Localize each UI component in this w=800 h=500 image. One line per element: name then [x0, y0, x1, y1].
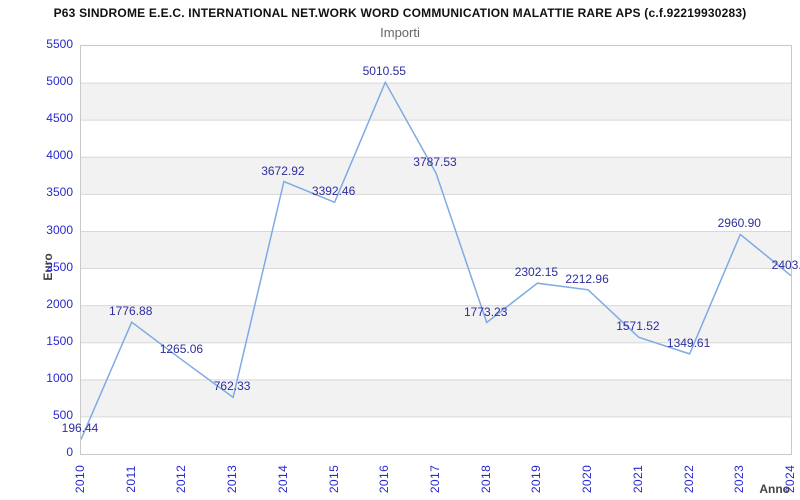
data-point-label: 1571.52 — [616, 319, 660, 334]
data-point-label: 3787.53 — [413, 155, 457, 169]
x-tick-label: 2014 — [275, 464, 290, 494]
y-tick-label: 5000 — [46, 74, 73, 89]
plot-band — [81, 83, 791, 121]
y-tick-label: 2000 — [46, 296, 73, 311]
x-tick-label: 2019 — [529, 464, 544, 494]
data-point-label: 3392.46 — [311, 184, 356, 199]
y-tick-label: 1000 — [46, 370, 73, 385]
y-tick-label: 4000 — [46, 148, 73, 163]
x-axis-title: Anno — [759, 482, 790, 496]
x-tick-label: 2018 — [478, 464, 493, 494]
chart-title: P63 SINDROME E.E.C. INTERNATIONAL NET.WO… — [53, 6, 747, 20]
data-point-label: 2960.90 — [717, 216, 761, 231]
plot-band — [81, 231, 791, 269]
y-tick-label: 4500 — [46, 111, 73, 126]
x-tick-label: 2012 — [174, 464, 189, 494]
y-tick-label: 1500 — [46, 333, 73, 348]
y-tick-label: 3500 — [46, 185, 73, 200]
data-point-label: 2302.15 — [514, 265, 559, 280]
data-point-label: 1776.88 — [108, 304, 153, 319]
x-tick-label: 2023 — [732, 464, 747, 494]
y-tick-label: 500 — [52, 407, 73, 422]
plot-band — [81, 305, 791, 343]
x-tick-label: 2024 — [783, 464, 797, 494]
y-tick-label: 0 — [66, 445, 73, 459]
data-point-label: 196.44 — [61, 421, 99, 436]
x-tick-label: 2016 — [377, 464, 392, 494]
y-tick-label: 3000 — [46, 222, 73, 237]
data-point-label: 762.33 — [213, 379, 251, 394]
chart-subtitle: Importi — [380, 25, 420, 40]
y-tick-label: 2500 — [46, 259, 73, 274]
x-tick-label: 2011 — [123, 465, 138, 493]
plot-svg — [81, 80, 791, 440]
plot-area — [80, 45, 792, 455]
plot-band — [81, 157, 791, 195]
x-tick-label: 2013 — [225, 464, 240, 494]
data-point-label: 2403.5 — [771, 257, 800, 272]
data-line — [81, 80, 791, 440]
y-tick-label: 5500 — [46, 37, 73, 51]
data-point-label: 1349.61 — [666, 335, 711, 350]
x-tick-label: 2021 — [630, 464, 645, 494]
data-point-label: 2212.96 — [565, 271, 609, 286]
x-tick-label: 2017 — [428, 464, 442, 494]
x-tick-label: 2022 — [681, 464, 696, 494]
data-point-label: 1265.06 — [159, 342, 204, 357]
x-tick-label: 2010 — [73, 464, 87, 494]
x-tick-label: 2015 — [326, 464, 341, 494]
data-point-label: 1773.23 — [463, 304, 508, 319]
plot-band — [81, 379, 791, 417]
x-tick-label: 2020 — [580, 464, 595, 494]
data-point-label: 5010.55 — [362, 64, 406, 79]
data-point-label: 3672.92 — [261, 163, 305, 178]
